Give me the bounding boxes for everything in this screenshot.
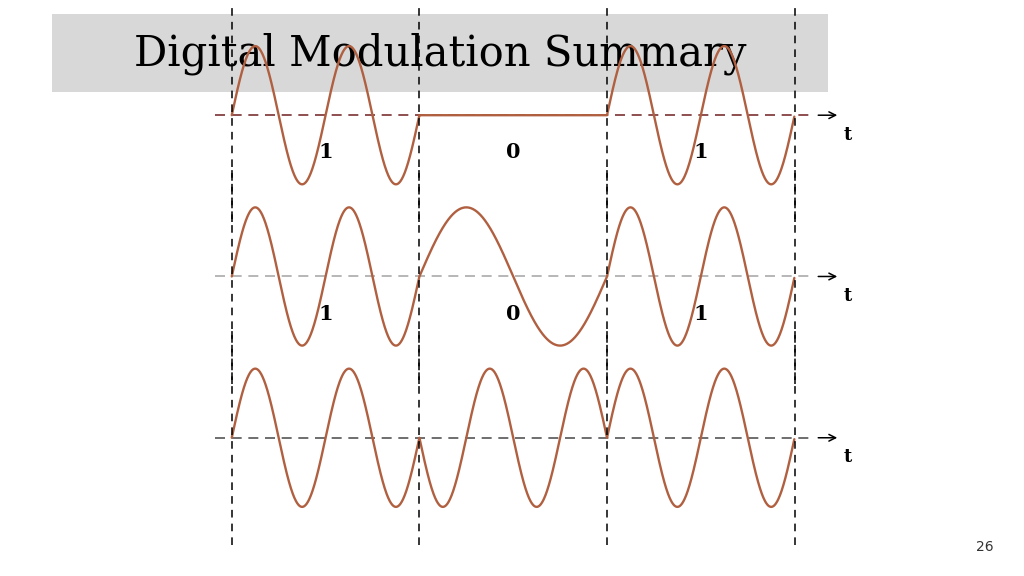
Text: 1: 1 (318, 142, 333, 162)
Text: 0: 0 (506, 0, 520, 1)
Text: 1: 1 (693, 304, 709, 324)
Text: 0: 0 (506, 142, 520, 162)
Text: 0: 0 (506, 304, 520, 324)
Text: 1: 1 (693, 0, 709, 1)
Text: t: t (844, 126, 852, 143)
Text: 1: 1 (693, 142, 709, 162)
Text: t: t (844, 287, 852, 305)
Text: t: t (844, 448, 852, 466)
Text: 1: 1 (318, 0, 333, 1)
Text: Digital Modulation Summary: Digital Modulation Summary (134, 32, 746, 74)
Text: 1: 1 (318, 304, 333, 324)
Text: 26: 26 (976, 540, 994, 554)
FancyBboxPatch shape (52, 14, 827, 92)
